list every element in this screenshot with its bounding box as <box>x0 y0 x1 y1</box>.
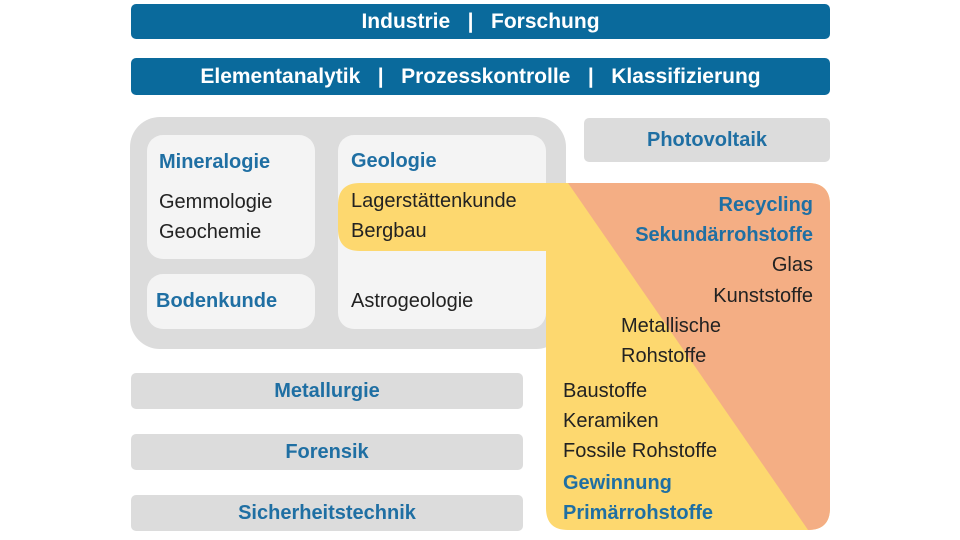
photovoltaik-box: Photovoltaik <box>584 118 830 162</box>
recycling-item: Glas <box>771 254 813 276</box>
geologie-item: Bergbau <box>351 220 427 242</box>
recycling-area <box>568 183 830 530</box>
industrie-forschung-bar: Industrie | Forschung <box>131 4 830 39</box>
middle-item: Metallische <box>621 315 722 337</box>
recycling-subtitle: Sekundärrohstoffe <box>635 224 813 246</box>
mineralogie-panel <box>147 135 315 259</box>
gewinnung-title: Gewinnung <box>563 472 672 494</box>
geologie-item: Lagerstättenkunde <box>351 190 517 212</box>
recycling-item: Kunststoffe <box>713 285 813 307</box>
mineralogie-item: Gemmologie <box>159 191 273 213</box>
geologie-title: Geologie <box>351 150 437 172</box>
analytics-bar: Elementanalytik | Prozesskontrolle | Kla… <box>131 58 830 95</box>
bodenkunde-panel <box>147 274 315 329</box>
forensik-box: Forensik <box>131 434 523 470</box>
mineralogie-title: Mineralogie <box>159 151 271 173</box>
mineralogie-item: Geochemie <box>159 221 262 243</box>
gewinnung-item: Baustoffe <box>563 380 648 402</box>
gewinnung-subtitle: Primärrohstoffe <box>563 502 714 524</box>
metallurgie-box: Metallurgie <box>131 373 523 409</box>
gewinnung-item: Keramiken <box>563 410 659 432</box>
sicherheitstechnik-box: Sicherheitstechnik <box>131 495 523 531</box>
gewinnung-item: Fossile Rohstoffe <box>563 440 718 462</box>
bodenkunde-title: Bodenkunde <box>156 290 278 312</box>
middle-item: Rohstoffe <box>621 345 707 367</box>
recycling-title: Recycling <box>718 194 813 216</box>
astrogeologie: Astrogeologie <box>351 290 474 312</box>
